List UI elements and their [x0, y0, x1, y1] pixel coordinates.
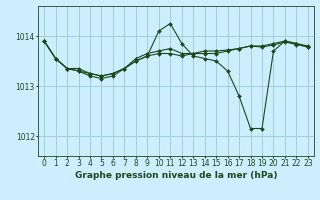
X-axis label: Graphe pression niveau de la mer (hPa): Graphe pression niveau de la mer (hPa) — [75, 171, 277, 180]
